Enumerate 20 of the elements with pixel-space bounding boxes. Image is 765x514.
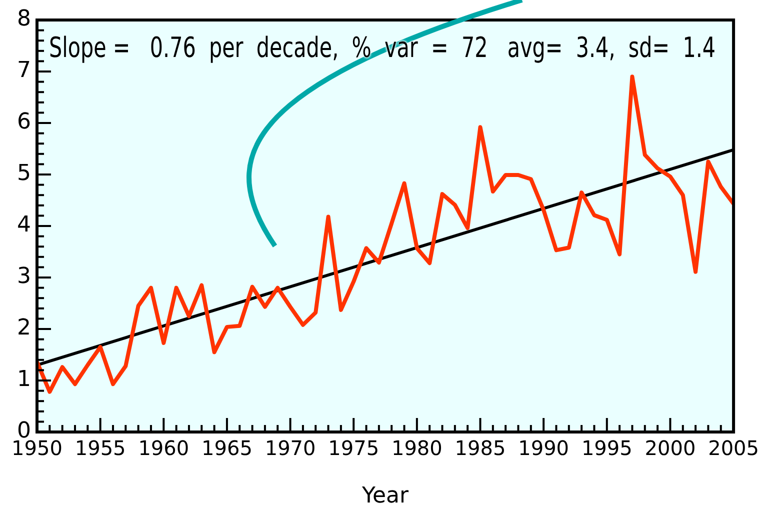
x-tick-label: 1980 [391,436,442,460]
x-tick-label: 1975 [328,436,380,460]
y-tick-label: 3 [17,264,31,290]
x-tick-label: 1960 [138,436,190,460]
x-tick-label: 1985 [454,436,506,460]
x-tick-label: 1990 [518,436,570,460]
y-tick-label: 7 [17,58,31,84]
x-tick-label: 1970 [264,436,316,460]
x-tick-label: 2000 [644,436,696,460]
x-tick-label: 2005 [708,436,760,460]
y-tick-label: 2 [17,316,31,341]
y-tick-label: 8 [17,6,31,32]
y-tick-label: 4 [17,212,31,238]
y-tick-label: 5 [17,161,31,186]
x-tick-label: 1995 [581,436,632,460]
y-tick-label: 1 [17,367,31,392]
x-tick-label: 1955 [74,436,126,460]
y-tick-label: 6 [17,110,31,135]
x-axis-title: Year [360,484,410,509]
x-tick-label: 1965 [202,436,252,460]
